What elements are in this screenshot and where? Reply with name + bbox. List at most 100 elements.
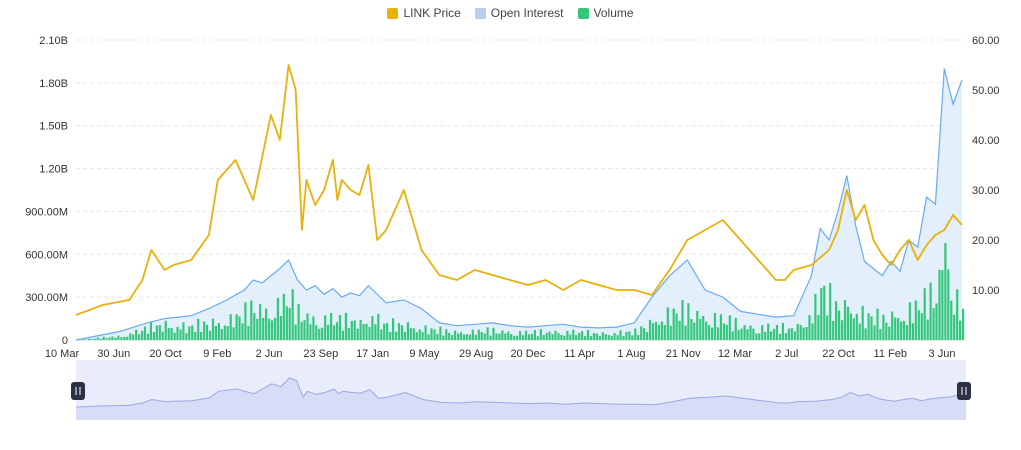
volume-bar: [524, 330, 528, 340]
volume-bar: [433, 329, 436, 340]
volume-bar: [956, 289, 959, 340]
volume-bar: [885, 322, 888, 340]
volume-bar: [374, 324, 377, 340]
volume-bar: [330, 313, 333, 340]
volume-bar: [356, 328, 359, 340]
volume-bar: [775, 324, 779, 340]
volume-bar: [318, 328, 321, 340]
volume-bar: [773, 328, 776, 340]
volume-bar: [395, 331, 398, 340]
volume-bar: [835, 301, 838, 340]
volume-bar: [377, 313, 380, 340]
volume-bar: [232, 327, 235, 340]
volume-bar: [492, 327, 495, 340]
volume-bar: [288, 307, 291, 340]
volume-bar: [294, 324, 297, 340]
volume-bar: [894, 317, 897, 340]
volume-bar: [415, 332, 418, 340]
navigator-line: [75, 377, 967, 408]
volume-bar: [392, 318, 395, 340]
volume-bar: [158, 325, 161, 340]
volume-bar: [439, 326, 442, 340]
volume-bar: [840, 320, 844, 340]
volume-bar: [923, 288, 926, 340]
volume-bar: [191, 325, 194, 340]
x-tick-label: 3 Jun: [929, 348, 956, 360]
volume-bar: [575, 335, 578, 340]
volume-bar: [282, 293, 285, 340]
legend-item-volume[interactable]: Volume: [577, 6, 634, 20]
volume-bar: [238, 316, 241, 340]
y-left-tick-label: 0: [62, 335, 68, 347]
volume-bar: [111, 336, 114, 340]
volume-bar: [324, 315, 327, 340]
volume-bar: [663, 325, 666, 340]
y-left-tick-label: 300.00M: [25, 292, 68, 304]
volume-bar: [262, 318, 265, 340]
volume-bar: [764, 332, 767, 340]
volume-bar: [406, 322, 409, 340]
handle-body[interactable]: [957, 382, 971, 400]
volume-bar: [220, 329, 223, 340]
volume-bar: [489, 335, 492, 340]
x-tick-label: 22 Oct: [822, 348, 854, 360]
volume-bar: [483, 333, 486, 340]
volume-bar: [309, 324, 312, 340]
volume-bar: [285, 306, 288, 340]
volume-bar: [389, 331, 392, 340]
navigator-handle-right[interactable]: [957, 382, 971, 400]
volume-bar: [758, 333, 761, 340]
volume-bar: [784, 333, 787, 340]
legend-label-price: LINK Price: [403, 6, 461, 20]
volume-bar: [427, 334, 430, 340]
volume-bar: [451, 335, 454, 340]
volume-bar: [276, 297, 279, 340]
volume-bar: [353, 320, 356, 340]
volume-bar: [182, 322, 185, 340]
volume-bar: [566, 331, 569, 340]
volume-bar: [421, 331, 424, 340]
handle-body[interactable]: [71, 382, 85, 400]
volume-bar: [595, 333, 598, 340]
range-navigator[interactable]: [71, 360, 971, 420]
volume-bar: [684, 325, 687, 340]
volume-bar: [598, 336, 601, 340]
volume-bar: [259, 304, 262, 340]
volume-bar: [719, 314, 722, 340]
volume-bar: [926, 319, 929, 340]
volume-bar: [143, 326, 147, 340]
legend-item-open-interest[interactable]: Open Interest: [474, 6, 564, 20]
volume-bar: [409, 328, 412, 340]
volume-bar: [589, 336, 593, 340]
volume-bar: [941, 270, 944, 340]
volume-bar: [365, 323, 368, 340]
volume-bar: [808, 315, 811, 340]
volume-bar: [755, 333, 758, 340]
volume-bar: [194, 332, 197, 340]
x-tick-label: 11 Feb: [874, 348, 907, 360]
legend-item-price[interactable]: LINK Price: [387, 6, 461, 20]
volume-bar: [666, 307, 669, 340]
volume-bar: [778, 333, 782, 340]
volume-bar: [102, 336, 105, 340]
volume-bar: [902, 320, 906, 340]
volume-bar: [767, 323, 770, 340]
volume-bar: [513, 335, 516, 340]
volume-bar: [265, 308, 268, 340]
volume-bar: [161, 331, 164, 340]
navigator-handle-left[interactable]: [71, 382, 85, 400]
volume-bar: [947, 269, 950, 340]
volume-bar: [861, 305, 864, 340]
volume-bar: [465, 334, 468, 340]
volume-bar: [454, 330, 457, 340]
volume-bar: [962, 308, 965, 340]
volume-bar: [445, 329, 448, 340]
volume-bar: [601, 332, 604, 340]
volume-bar: [138, 334, 141, 340]
volume-bar: [297, 303, 300, 340]
volume-bar: [436, 333, 439, 340]
volume-bar: [699, 318, 702, 340]
volume-bar: [935, 303, 938, 340]
volume-bar: [448, 332, 451, 340]
